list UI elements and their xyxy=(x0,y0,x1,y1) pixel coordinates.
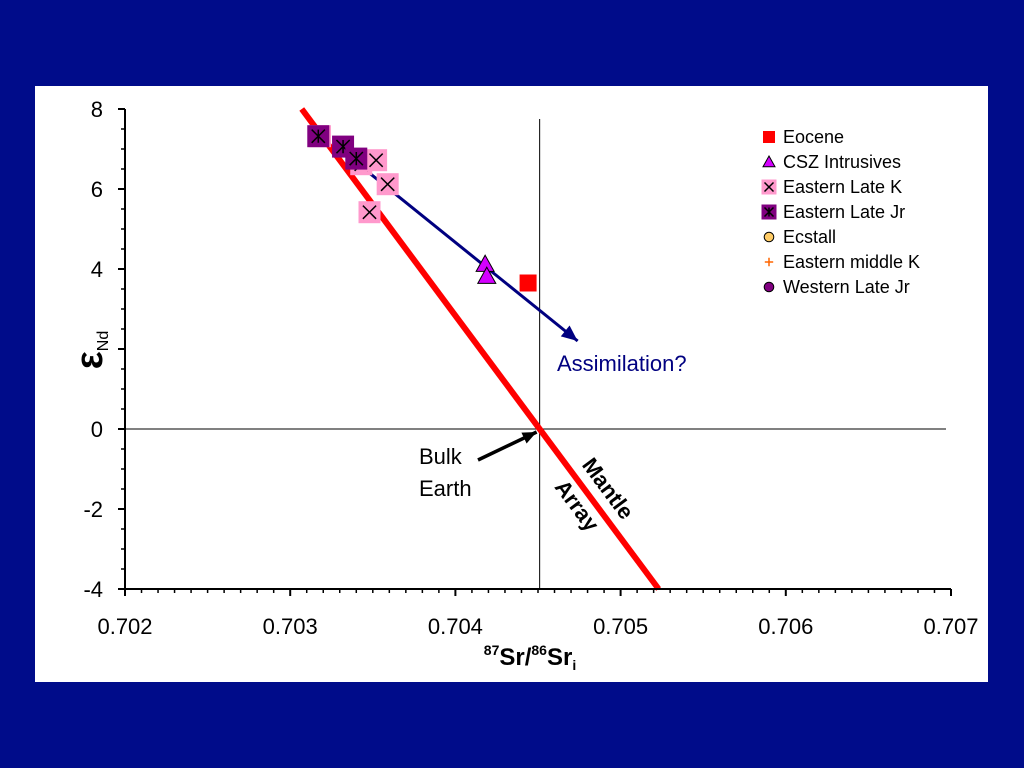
legend-label: Eastern Late K xyxy=(783,177,902,197)
data-point-csz-intrusives xyxy=(476,266,497,284)
legend-label: Western Late Jr xyxy=(783,277,910,297)
legend-marker xyxy=(762,154,776,168)
x-tick-label: 0.706 xyxy=(758,614,813,639)
assimilation-arrow-line xyxy=(337,146,579,343)
y-tick-label: -4 xyxy=(83,577,103,602)
bulk-earth-arrow-head xyxy=(521,432,537,444)
legend-label: Eastern Late Jr xyxy=(783,202,905,222)
y-tick-label: 6 xyxy=(91,177,103,202)
legend-label: Ecstall xyxy=(783,227,836,247)
x-tick-label: 0.703 xyxy=(263,614,318,639)
x-axis-label: 87Sr/86Sri xyxy=(484,642,576,673)
x-axis-label-sub: i xyxy=(572,657,576,673)
data-point-eastern-late-jr xyxy=(345,147,368,170)
legend-marker xyxy=(763,231,775,243)
legend-marker xyxy=(761,204,777,220)
data-point-eocene xyxy=(519,274,537,292)
data-point-eastern-late-k xyxy=(376,173,399,196)
assimilation-arrow-head xyxy=(560,325,578,341)
y-tick-label: 8 xyxy=(91,97,103,122)
x-tick-label: 0.707 xyxy=(923,614,978,639)
legend-marker xyxy=(761,179,777,195)
y-axis-label-symbol: ε xyxy=(69,351,111,369)
legend-marker xyxy=(764,257,774,267)
x-tick-label: 0.702 xyxy=(97,614,152,639)
data-point-eastern-late-k xyxy=(365,149,388,172)
x-axis-label-main1: Sr/ xyxy=(499,644,531,671)
legend-marker xyxy=(763,131,775,143)
data-point-csz-intrusives xyxy=(475,254,495,272)
x-axis-label-sup1: 87 xyxy=(484,642,500,658)
y-tick-label: 0 xyxy=(91,417,103,442)
x-axis-label-main2: Sr xyxy=(547,644,572,671)
bulk-earth-label-line1: Bulk xyxy=(419,444,463,469)
y-axis-label: εNd xyxy=(69,331,112,370)
bulk-earth-label-line2: Earth xyxy=(419,476,472,501)
chart-panel xyxy=(35,86,988,682)
mantle-array-line xyxy=(299,107,662,591)
assimilation-label: Assimilation? xyxy=(557,351,687,376)
x-tick-label: 0.704 xyxy=(428,614,483,639)
legend-label: Eocene xyxy=(783,127,844,147)
legend: Eocene CSZ Intrusives Eastern Late K Easter… xyxy=(761,127,920,297)
legend-label: CSZ Intrusives xyxy=(783,152,901,172)
data-point-eastern-late-k xyxy=(358,201,381,224)
y-tick-label: 4 xyxy=(91,257,103,282)
x-axis-label-sup2: 86 xyxy=(531,642,547,658)
legend-marker xyxy=(763,281,775,293)
x-tick-label: 0.705 xyxy=(593,614,648,639)
legend-label: Eastern middle K xyxy=(783,252,920,272)
y-axis-label-subscript: Nd xyxy=(95,331,112,351)
data-point-eastern-late-jr xyxy=(307,125,330,148)
y-tick-label: -2 xyxy=(83,497,103,522)
